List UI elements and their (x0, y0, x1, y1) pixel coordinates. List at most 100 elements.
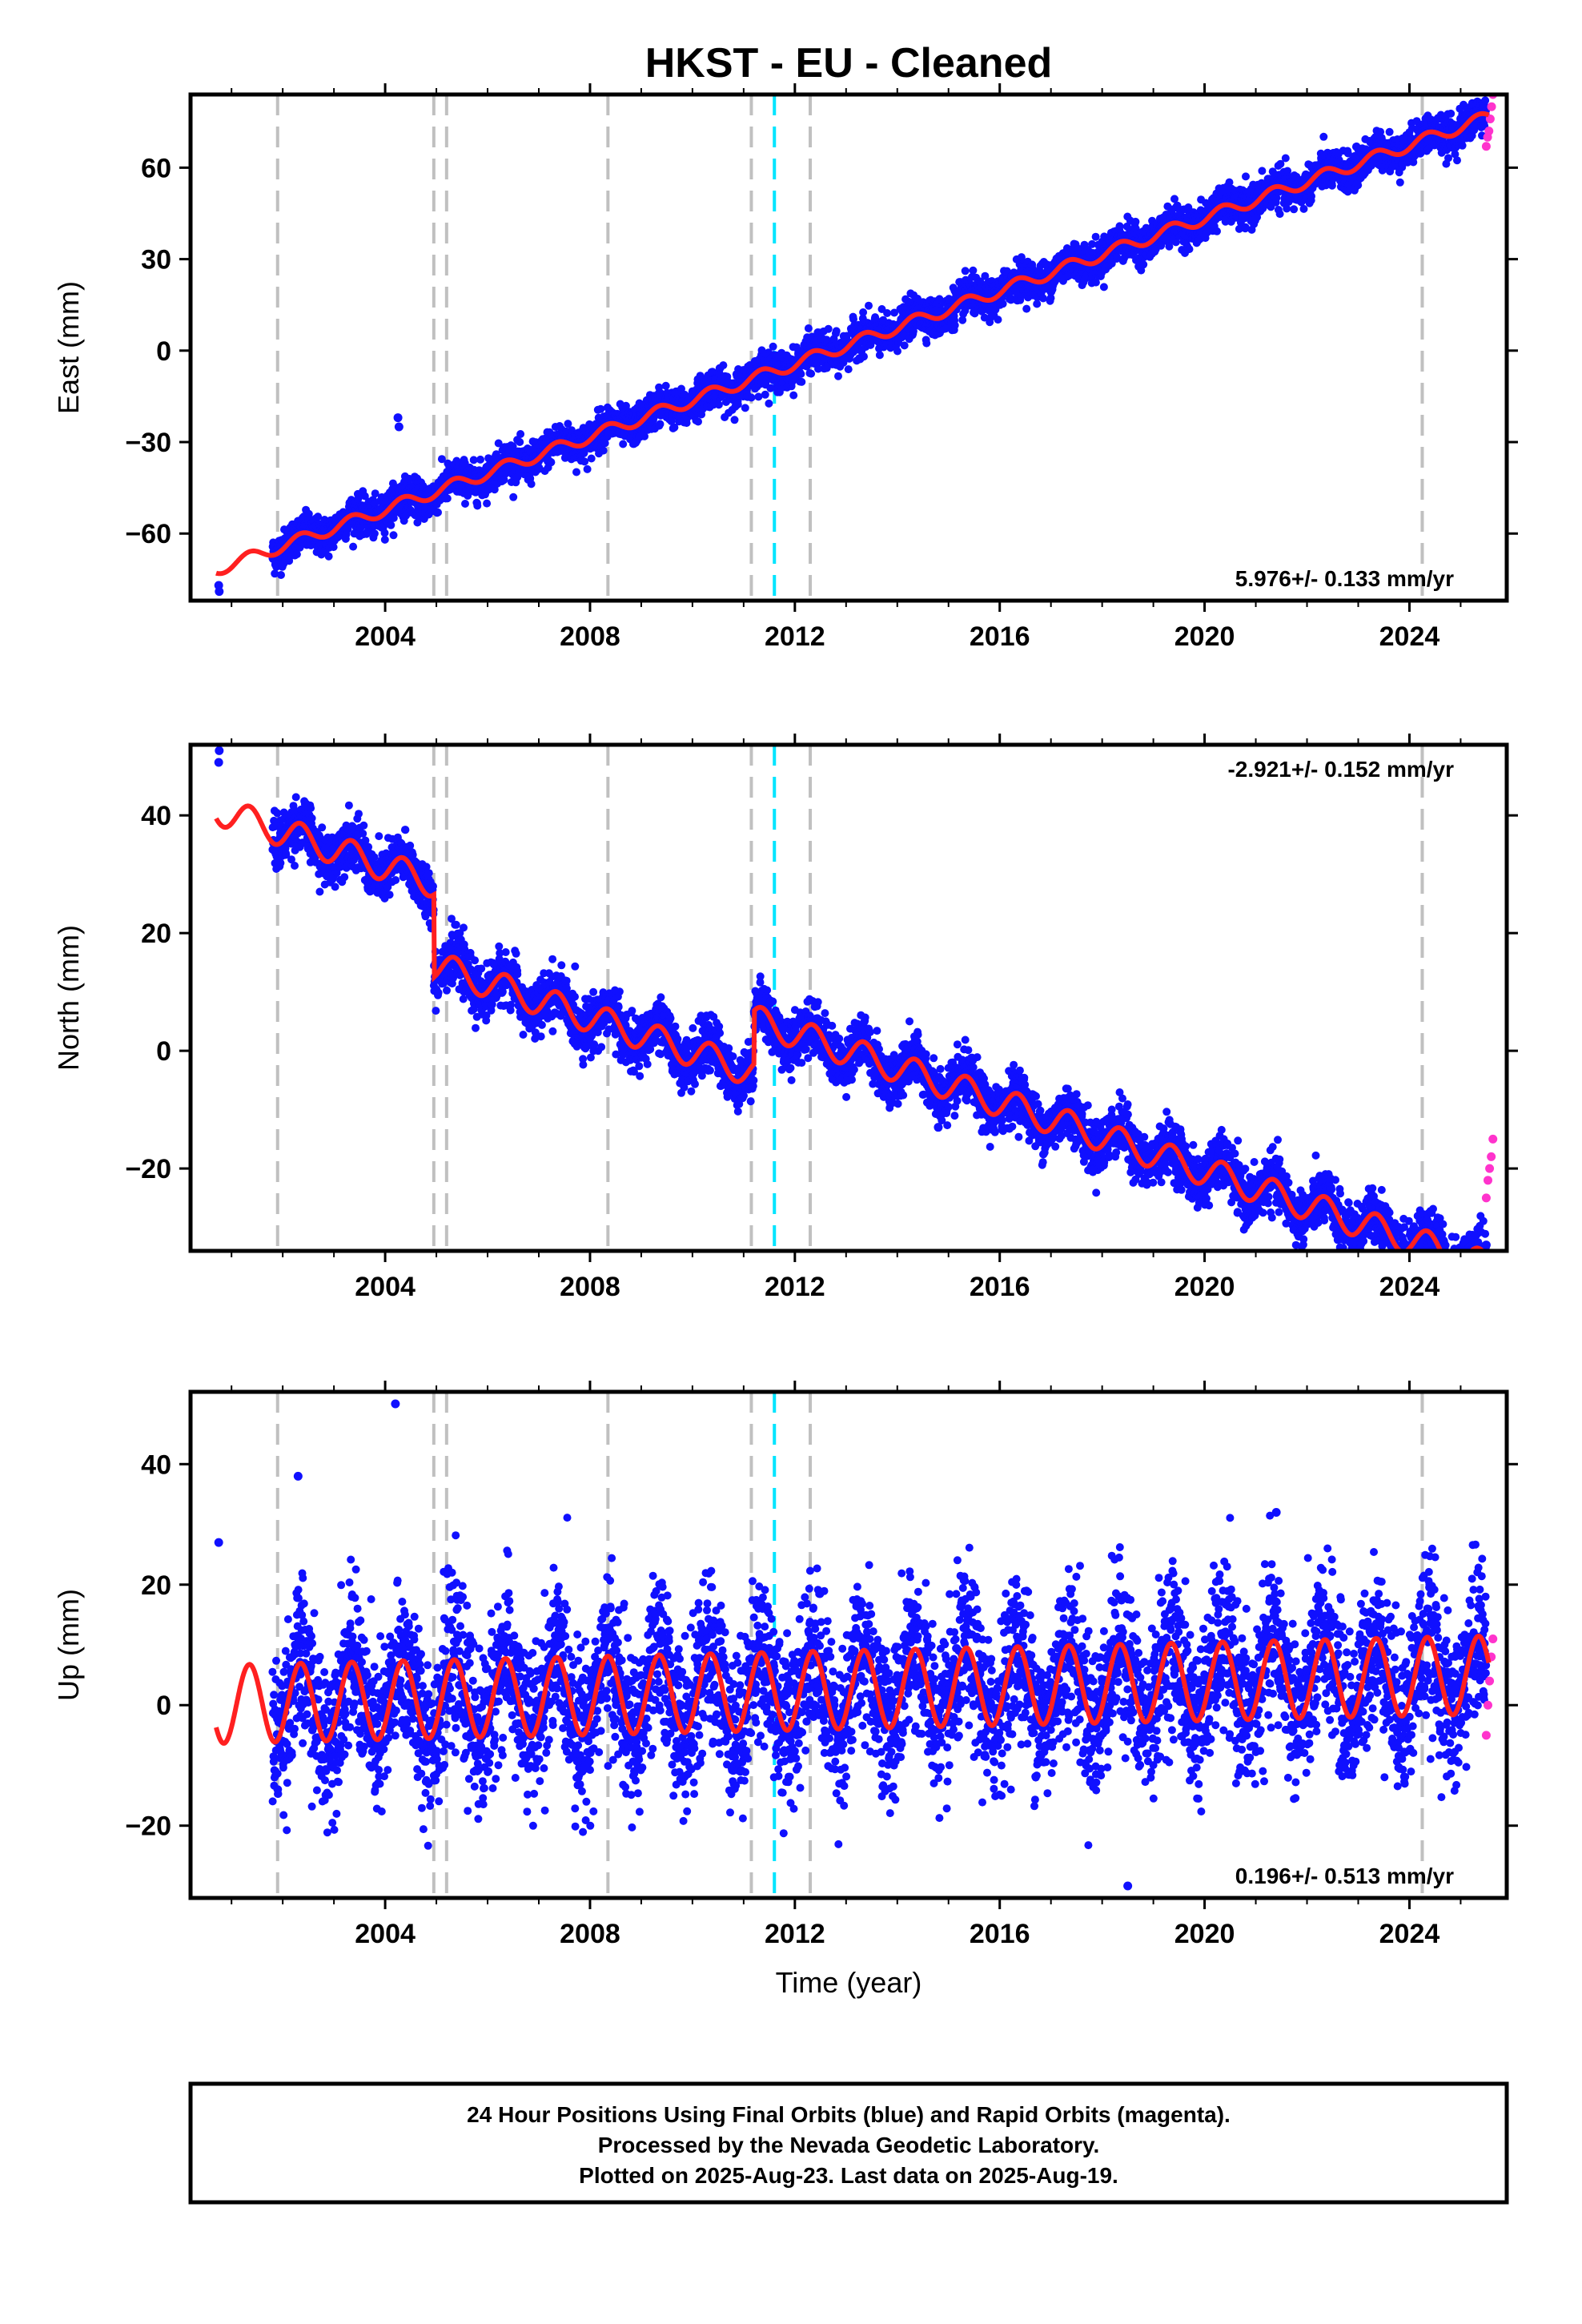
data-point (572, 468, 580, 476)
data-point (761, 390, 769, 399)
data-point (656, 420, 665, 428)
data-point (380, 535, 389, 544)
data-point (443, 494, 452, 503)
data-point (950, 321, 959, 330)
data-point (807, 369, 816, 378)
data-point (730, 416, 739, 424)
data-point (1242, 172, 1250, 181)
data-point (769, 342, 777, 351)
data-point (860, 352, 868, 361)
data-point (389, 513, 398, 522)
data-point (621, 401, 630, 410)
data-point (893, 347, 901, 356)
data-point (476, 455, 484, 464)
data-point (580, 457, 589, 466)
data-point (832, 327, 841, 336)
data-point (464, 492, 472, 500)
data-point (349, 542, 358, 551)
data-point (1115, 222, 1124, 231)
data-point (370, 529, 379, 538)
data-point (834, 372, 842, 380)
data-point (1213, 227, 1221, 235)
data-point (1091, 232, 1100, 241)
data-point (1281, 154, 1290, 163)
data-point (587, 454, 596, 463)
data-point (490, 485, 499, 494)
data-point (437, 455, 446, 464)
data-point (596, 404, 605, 413)
data-point (998, 300, 1007, 308)
data-point (859, 308, 868, 316)
data-point (413, 518, 422, 527)
data-point (883, 309, 892, 317)
data-point (583, 464, 592, 473)
data-point (513, 472, 522, 481)
data-point (875, 351, 884, 360)
data-point (500, 476, 508, 485)
data-point (670, 423, 679, 432)
data-point (304, 509, 313, 518)
data-point (747, 393, 756, 402)
data-point (371, 489, 379, 498)
data-point (865, 301, 873, 310)
data-point (380, 529, 389, 537)
data-point (494, 439, 503, 448)
data-point (1283, 204, 1291, 213)
data-point (714, 400, 723, 409)
data-point (469, 456, 478, 464)
data-point (483, 499, 492, 508)
data-point (1385, 127, 1394, 136)
data-point (1131, 217, 1140, 226)
data-point (1299, 204, 1308, 213)
data-point (797, 370, 805, 378)
data-point (969, 266, 978, 275)
data-point (271, 569, 279, 578)
data-point (1319, 132, 1328, 141)
data-point (619, 440, 628, 448)
data-point (1185, 245, 1194, 254)
data-point (1258, 167, 1267, 175)
data-point (292, 550, 301, 559)
data-point (508, 442, 517, 451)
data-point (1307, 192, 1315, 200)
data-point (434, 508, 442, 517)
data-point (1290, 205, 1299, 214)
data-point (1022, 304, 1031, 313)
data-point (547, 458, 556, 467)
data-point (694, 417, 702, 426)
data-point (387, 521, 396, 529)
east-panel: 2004 2008 2012 2016 2020 2024−60−3003060East … (52, 83, 1518, 652)
data-point (1327, 181, 1336, 190)
data-point (765, 399, 773, 408)
data-point (961, 267, 970, 275)
data-point (314, 513, 323, 521)
data-point (329, 543, 338, 552)
data-point (1039, 294, 1047, 303)
data-point (564, 420, 572, 428)
data-point (733, 400, 742, 408)
data-point (461, 500, 469, 508)
data-point (844, 365, 853, 374)
data-point (640, 432, 648, 440)
data-point (516, 430, 525, 438)
data-point (599, 446, 608, 455)
final-orbit-points (214, 96, 1491, 597)
data-point (994, 316, 1002, 324)
data-point (527, 480, 536, 489)
data-point (277, 571, 285, 579)
data-point (922, 339, 931, 348)
data-point (509, 493, 518, 501)
data-point (389, 531, 398, 540)
data-point (719, 361, 728, 370)
data-point (789, 391, 798, 400)
data-point (473, 501, 482, 510)
data-point (661, 381, 670, 390)
data-point (797, 377, 806, 386)
plot-area (214, 94, 1498, 601)
data-point (1139, 260, 1148, 269)
data-point (1099, 283, 1108, 292)
data-point (824, 324, 833, 333)
data-point (741, 404, 749, 412)
data-point (516, 438, 524, 446)
